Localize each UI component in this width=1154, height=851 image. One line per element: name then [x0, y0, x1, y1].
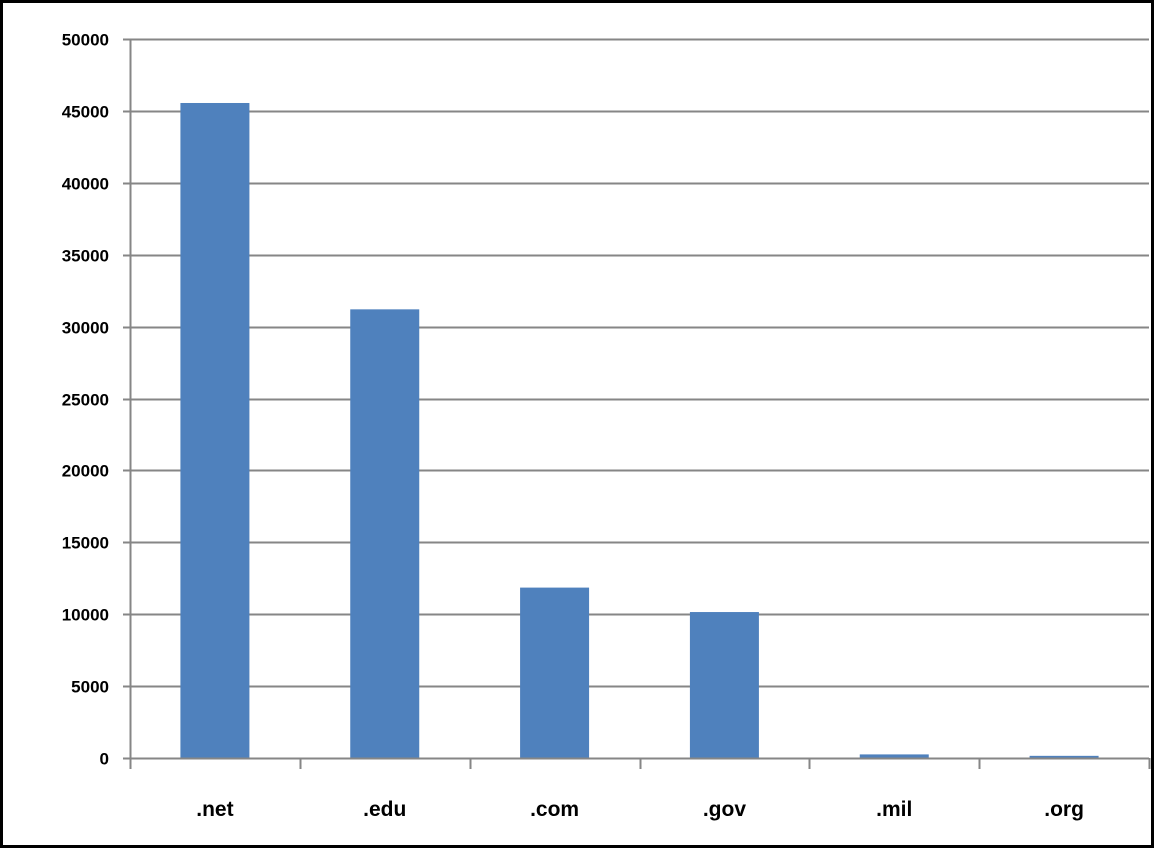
- bars: [180, 102, 1099, 759]
- x-category-label: .edu: [363, 798, 406, 821]
- bar-edu: [350, 309, 420, 758]
- y-tick-label: 5000: [71, 678, 109, 697]
- y-tick-label: 15000: [62, 534, 109, 553]
- y-tick-label: 0: [100, 750, 109, 769]
- x-category-label: .net: [196, 798, 233, 821]
- gridlines: [130, 38, 1149, 688]
- bar-mil: [859, 754, 929, 758]
- bar-org: [1029, 755, 1099, 758]
- x-category-label: .mil: [876, 798, 912, 821]
- x-category-label: .com: [530, 798, 579, 821]
- y-tick-labels: 0 5000 10000 15000 20000 25000 30000 35000 40000…: [62, 31, 109, 769]
- y-tick-label: 45000: [62, 103, 109, 122]
- y-tick-label: 25000: [62, 391, 109, 410]
- x-category-labels: .net .edu .com .gov .mil .org: [196, 798, 1084, 821]
- bar-gov: [689, 612, 759, 758]
- y-tick-label: 30000: [62, 319, 109, 338]
- x-category-label: .org: [1044, 798, 1084, 821]
- bar-net: [180, 102, 250, 759]
- y-tick-label: 50000: [62, 31, 109, 50]
- y-tick-label: 35000: [62, 247, 109, 266]
- y-tick-label: 40000: [62, 175, 109, 194]
- x-category-label: .gov: [703, 798, 746, 821]
- y-tick-label: 20000: [62, 462, 109, 481]
- y-tick-label: 10000: [62, 606, 109, 625]
- bar-chart: 0 5000 10000 15000 20000 25000 30000 35000 40000…: [62, 31, 1151, 821]
- axes: [123, 38, 1151, 769]
- bar-com: [520, 587, 590, 758]
